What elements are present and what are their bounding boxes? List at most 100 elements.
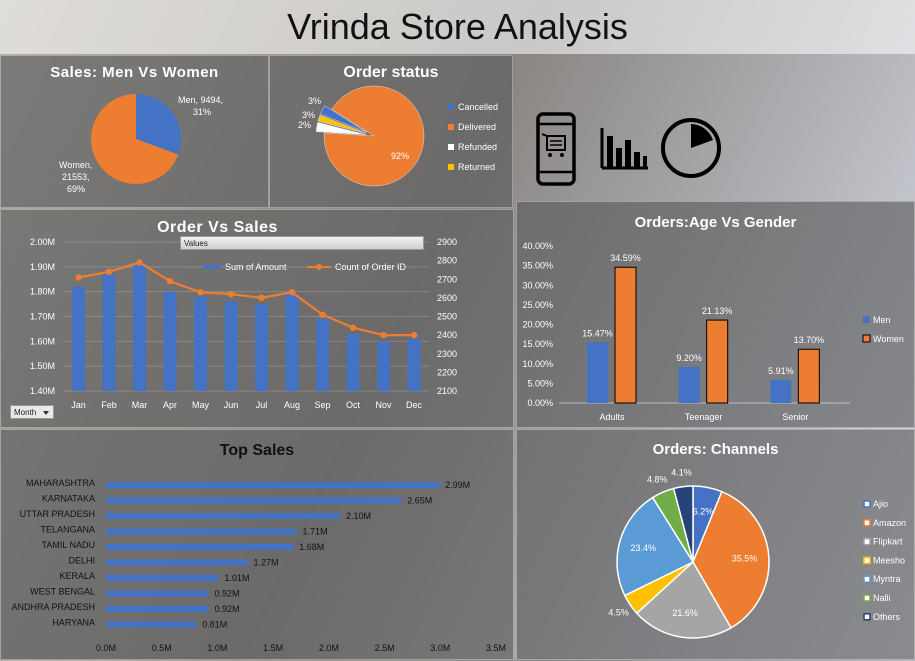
values-field-button[interactable]: Values [180,236,424,250]
y-tick: 15.00% [522,339,553,349]
legend-label: Myntra [873,574,901,584]
bar-top-sales [106,575,219,581]
top-sales-title: Top Sales [219,442,295,459]
pie-slice-cancelled [320,105,368,133]
data-label: 2.65M [407,496,432,506]
mobile-cart-icon [536,112,576,186]
men-women-pie-chart: Men, 9494, 31% Women, 21553, 69% [59,94,223,194]
pie-label: 21553, [62,172,90,182]
y-right-tick: 2600 [437,293,457,303]
legend-label: Women [873,334,904,344]
y-right-tick: 2400 [437,330,457,340]
data-label: 1.01M [225,573,250,583]
bar-top-sales [106,497,402,504]
pie-label: 92% [391,151,409,161]
legend-label: Flipkart [873,537,903,547]
data-label: 2.10M [346,511,371,521]
pie-slice-flipkart [635,560,733,639]
bar-sum-of-amount [285,294,299,391]
legend-swatch [448,164,454,170]
x-tick: 0.5M [152,643,172,653]
line-point [319,311,326,318]
data-label: 2.99M [445,480,470,490]
y-tick: 35.00% [522,261,553,271]
icon-strip [530,110,730,190]
legend-label: Sum of Amount [225,262,287,272]
category-label: DELHI [68,556,95,566]
bar-sum-of-amount [377,341,390,391]
bar-sum-of-amount [133,261,146,391]
bar-men [770,379,792,403]
legend-label: Refunded [458,142,497,152]
line-point [166,277,174,285]
x-tick: 2.0M [319,643,339,653]
data-label: 34.59% [610,253,641,263]
x-tick: Apr [163,400,177,410]
legend-swatch [448,104,454,110]
bar-sum-of-amount [224,301,238,391]
x-tick: Jan [71,400,86,410]
bar-top-sales [106,590,209,597]
pie-label: 35.5% [732,554,758,564]
x-tick: Senior [782,412,808,422]
legend-label: Ajio [873,499,888,509]
x-tick: Mar [132,400,148,410]
legend-swatch [863,575,871,583]
legend-swatch [863,316,870,323]
legend-label: Returned [458,162,495,172]
x-tick: May [192,400,210,410]
bar-sum-of-amount [72,286,85,391]
bar-men [678,366,700,403]
line-point [258,294,265,302]
pie-label: 69% [67,184,85,194]
age-gender-title: Orders:Age Vs Gender [634,214,797,231]
bar-sum-of-amount [346,333,360,391]
category-label: TAMIL NADU [41,540,95,550]
pie-label: 23.4% [631,543,657,553]
line-count-of-order-id [78,261,415,337]
line-point [105,268,113,275]
data-label: 0.92M [215,604,240,614]
legend-swatch [203,265,221,269]
legend-label: Cancelled [458,102,498,112]
data-label: 1.27M [254,558,279,568]
top-sales-chart: MAHARASHTRA 2.99M KARNATAKA 2.65M UTTAR PRAD… [11,478,506,653]
bar-sum-of-amount [316,318,329,391]
pie-label: 21.6% [672,608,698,618]
y-left-tick: 1.80M [30,287,55,297]
pie-slice-myntra [616,496,695,597]
category-label: MAHARASHTRA [26,478,95,488]
pie-label: 3% [302,110,315,120]
category-label: WEST BENGAL [30,587,95,597]
data-label: 5.91% [768,366,794,376]
y-right-tick: 2200 [437,367,457,377]
pie-slice-men [136,94,181,155]
legend-swatch [863,556,871,565]
legend-label: Amazon [873,518,906,528]
category-label: ANDHRA PRADESH [11,602,95,612]
legend-label: Men [873,315,891,325]
order-vs-sales-panel: 1.40M 1.50M 1.60M 1.70M 1.80M 1.90M 2.00M 2100 2… [0,209,514,428]
line-point [136,259,143,266]
pie-slice-refunded [315,122,367,135]
line-point [75,274,82,281]
x-tick: 3.5M [486,643,506,653]
pie-slice-returned [317,114,367,134]
bar-sum-of-amount [102,274,116,391]
bar-top-sales [106,559,248,566]
line-point [410,331,418,339]
legend-label: Count of Order ID [335,262,407,272]
line-point [197,289,204,296]
line-point [227,290,235,298]
line-point [380,331,387,339]
month-filter-dropdown[interactable]: Month [10,405,54,419]
x-tick: Dec [406,400,423,410]
x-tick: 1.5M [263,643,283,653]
x-tick: 2.5M [375,643,395,653]
order-status-title: Order status [343,64,439,81]
bar-top-sales [106,621,197,628]
pie-label: 3% [308,96,321,106]
order-status-panel: Order status 3% 3% 2% 92% Cancelled Delivered… [269,55,513,208]
x-tick: Jul [256,400,268,410]
y-left-tick: 2.00M [30,237,55,247]
